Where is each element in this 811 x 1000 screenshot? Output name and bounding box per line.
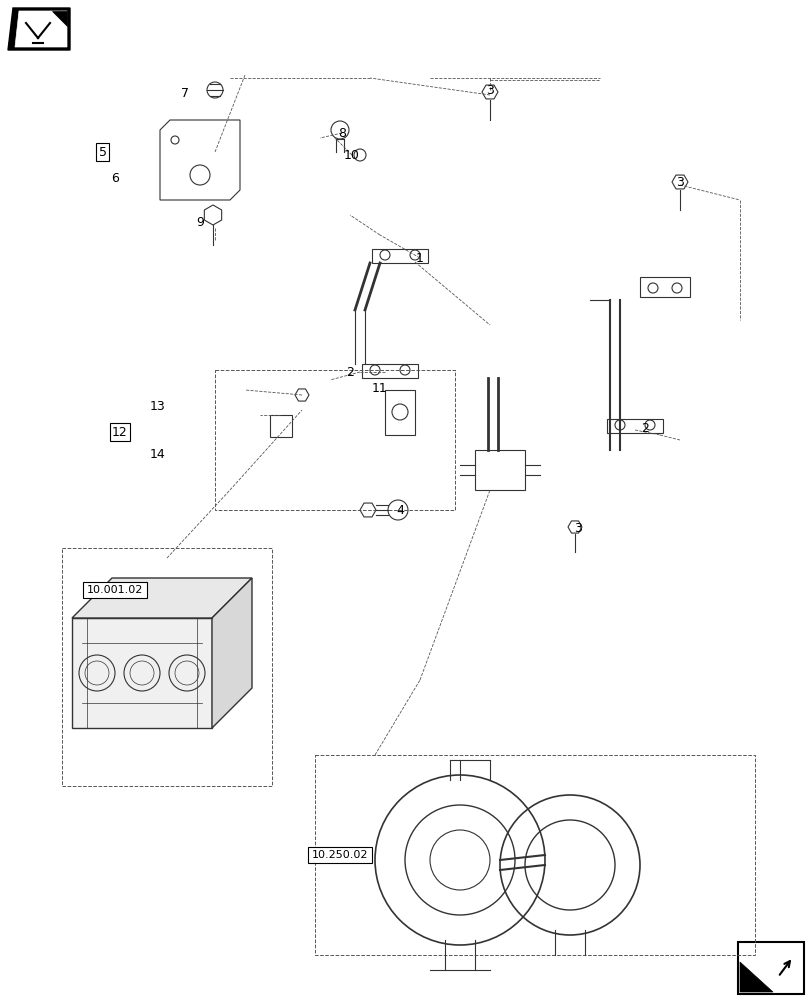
Text: 6: 6	[111, 172, 118, 185]
Bar	[62, 548, 272, 786]
Bar	[315, 755, 754, 955]
Text: 8: 8	[337, 127, 345, 140]
Polygon shape	[212, 578, 251, 728]
Bar	[607, 419, 663, 433]
Text: 5: 5	[99, 146, 107, 159]
Text: 3: 3	[486, 84, 493, 97]
Text: 10.250.02: 10.250.02	[311, 850, 368, 860]
Bar	[737, 942, 803, 994]
Polygon shape	[72, 578, 251, 618]
Text: 2: 2	[345, 365, 354, 378]
Text: 10.001.02: 10.001.02	[87, 585, 143, 595]
Bar	[639, 277, 689, 297]
Text: 7: 7	[181, 87, 189, 100]
Text: 14: 14	[150, 448, 165, 462]
Polygon shape	[15, 11, 67, 47]
Text: 11: 11	[371, 381, 388, 394]
Polygon shape	[739, 962, 772, 992]
Polygon shape	[52, 11, 67, 26]
Text: 12: 12	[112, 426, 127, 438]
Text: 3: 3	[573, 522, 581, 534]
Text: 4: 4	[396, 504, 403, 516]
Text: 3: 3	[676, 176, 683, 189]
Text: 10: 10	[344, 149, 359, 162]
Polygon shape	[8, 8, 70, 50]
Bar	[371, 249, 427, 263]
Polygon shape	[72, 618, 212, 728]
Text: 2: 2	[640, 422, 648, 434]
Bar	[384, 390, 414, 435]
Bar	[215, 370, 454, 510]
Bar	[474, 450, 525, 490]
Text: 9: 9	[195, 216, 204, 229]
Text: 1: 1	[415, 251, 423, 264]
Bar	[362, 364, 418, 378]
Text: 13: 13	[150, 400, 165, 414]
Bar	[270, 415, 292, 437]
